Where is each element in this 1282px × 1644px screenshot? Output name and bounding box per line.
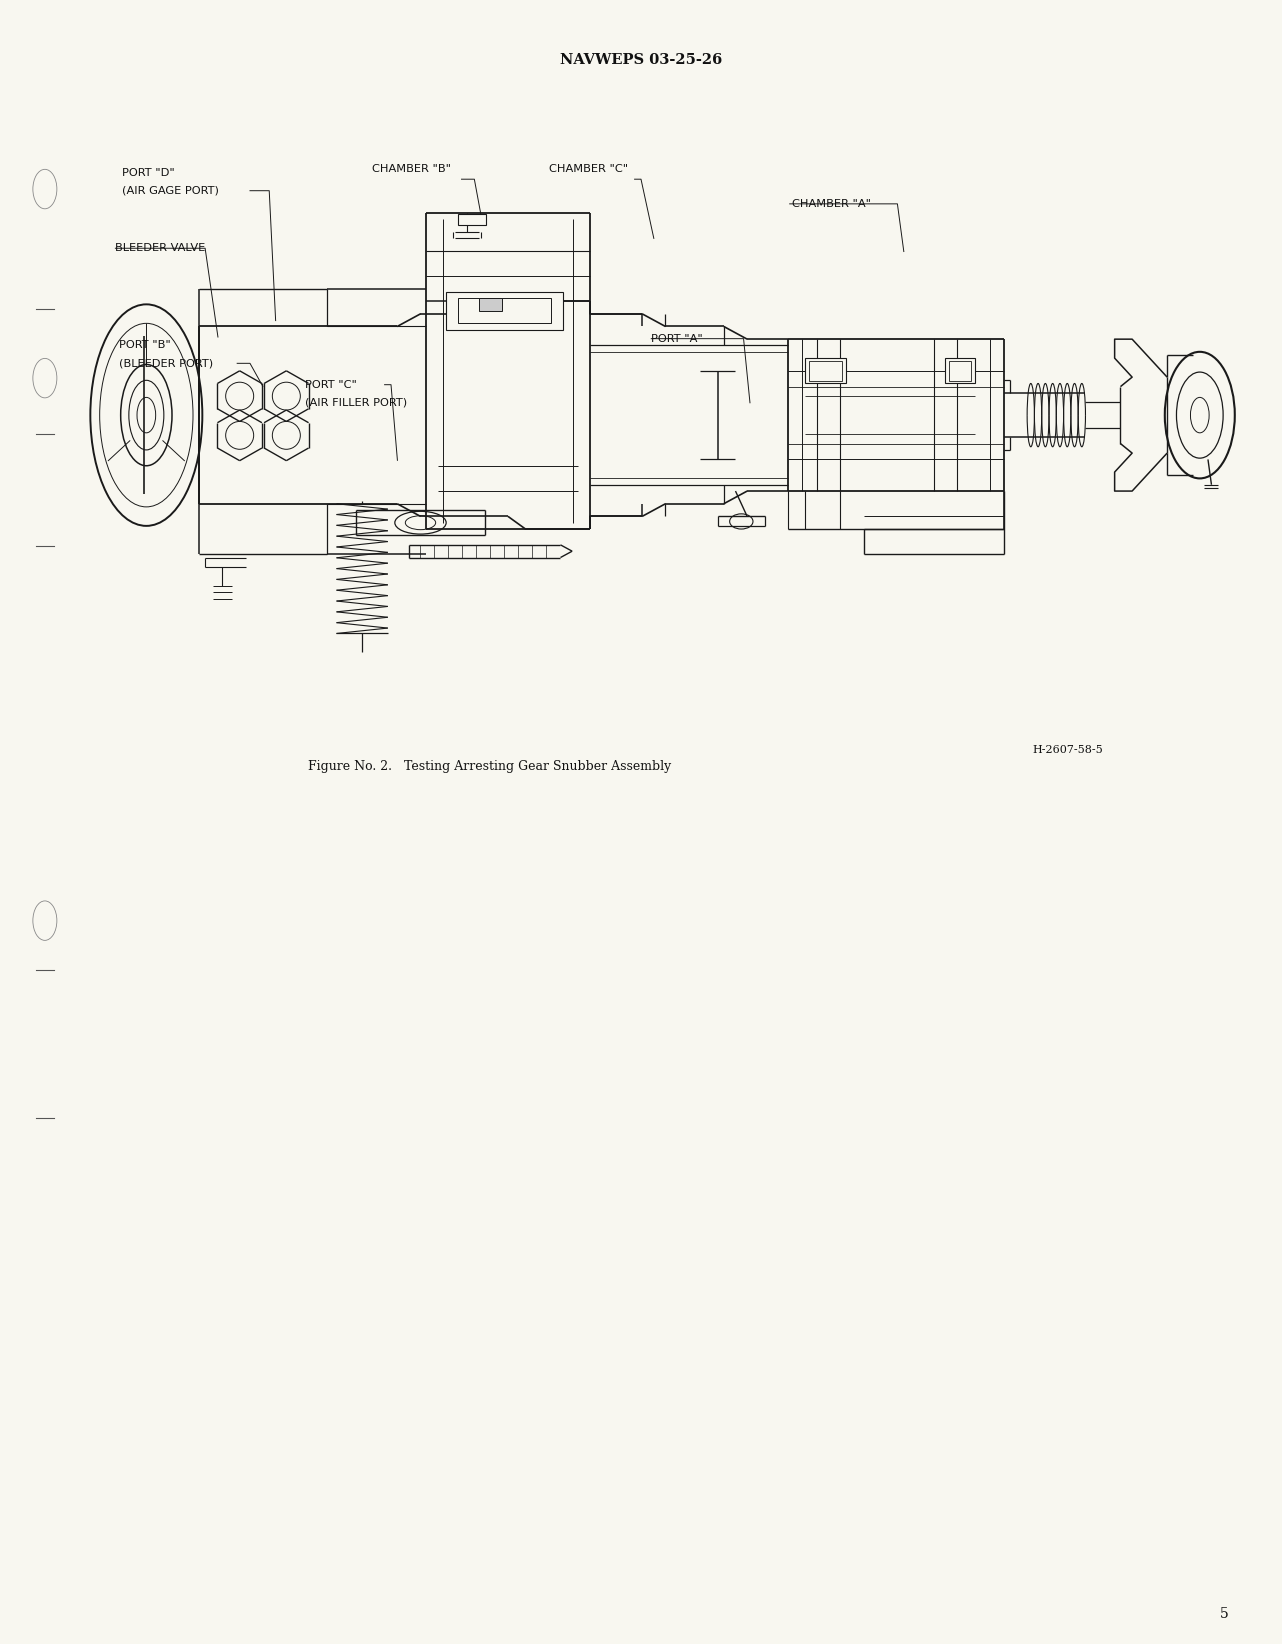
Text: (AIR GAGE PORT): (AIR GAGE PORT) <box>122 186 219 196</box>
Bar <box>458 214 486 225</box>
Bar <box>71 67 1237 732</box>
Bar <box>478 298 503 311</box>
Text: CHAMBER "A": CHAMBER "A" <box>792 199 872 209</box>
Text: 5: 5 <box>1220 1608 1228 1621</box>
Ellipse shape <box>137 398 155 432</box>
Bar <box>458 298 551 324</box>
Text: PORT "C": PORT "C" <box>305 380 356 390</box>
Bar <box>809 360 842 381</box>
Text: Figure No. 2.   Testing Arresting Gear Snubber Assembly: Figure No. 2. Testing Arresting Gear Snu… <box>308 761 670 773</box>
Ellipse shape <box>33 358 56 398</box>
Ellipse shape <box>1191 398 1209 432</box>
Ellipse shape <box>33 169 56 209</box>
Text: H-2607-58-5: H-2607-58-5 <box>1032 745 1103 756</box>
Text: CHAMBER "B": CHAMBER "B" <box>372 164 451 174</box>
Text: BLEEDER VALVE: BLEEDER VALVE <box>115 243 205 253</box>
Bar <box>446 291 563 330</box>
Text: CHAMBER "C": CHAMBER "C" <box>549 164 628 174</box>
Bar <box>805 358 846 383</box>
Text: PORT "D": PORT "D" <box>122 168 174 178</box>
Text: PORT "A": PORT "A" <box>651 334 703 344</box>
Text: (AIR FILLER PORT): (AIR FILLER PORT) <box>305 398 408 408</box>
Text: NAVWEPS 03-25-26: NAVWEPS 03-25-26 <box>560 53 722 67</box>
Ellipse shape <box>33 901 56 940</box>
Text: (BLEEDER PORT): (BLEEDER PORT) <box>119 358 213 368</box>
Bar <box>945 358 974 383</box>
Bar <box>949 360 972 381</box>
Text: PORT "B": PORT "B" <box>119 340 171 350</box>
